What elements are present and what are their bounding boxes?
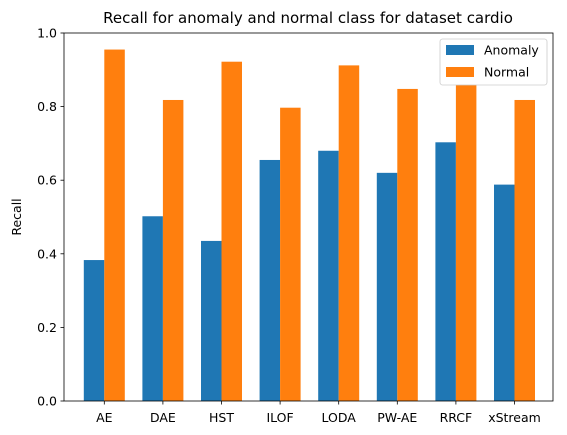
bar-anomaly-hst <box>201 240 222 401</box>
x-tick-label: RRCF <box>440 410 473 425</box>
bar-normal-xstream <box>514 99 535 401</box>
y-tick-label: 0.2 <box>37 320 57 335</box>
bar-normal-pw-ae <box>397 88 418 401</box>
x-tick-label: HST <box>209 410 234 425</box>
bar-anomaly-dae <box>142 216 163 401</box>
bar-anomaly-ae <box>83 260 105 401</box>
bar-normal-rrcf <box>455 84 477 402</box>
y-tick-label: 0.6 <box>37 173 57 188</box>
y-tick-label: 1.0 <box>37 26 57 41</box>
x-tick-label: ILOF <box>266 410 293 425</box>
y-tick-label: 0.0 <box>37 394 57 409</box>
x-tick-label: PW-AE <box>377 410 417 425</box>
legend-label-normal: Normal <box>484 65 529 80</box>
x-tick-label: DAE <box>150 410 176 425</box>
legend: Anomaly Normal <box>439 38 548 86</box>
bar-normal-loda <box>338 65 360 401</box>
bar-normal-ae <box>104 49 125 402</box>
plot-area: 0.0 0.2 0.4 0.6 0.8 1.0 AE DAE HST ILOF LODA PW-AE R… <box>37 26 554 425</box>
y-tick-label: 0.4 <box>37 246 57 261</box>
y-tick-label: 0.8 <box>37 99 57 114</box>
bar-anomaly-xstream <box>494 184 515 401</box>
legend-swatch-anomaly <box>446 45 474 55</box>
bar-anomaly-pw-ae <box>376 172 398 401</box>
bar-anomaly-rrcf <box>435 142 456 401</box>
legend-swatch-normal <box>446 67 474 77</box>
bar-normal-hst <box>221 61 242 401</box>
bar-normal-dae <box>162 99 184 401</box>
bar-anomaly-ilof <box>259 159 281 401</box>
x-tick-label: LODA <box>322 410 357 425</box>
y-axis-label: Recall <box>9 198 24 235</box>
x-tick-label: AE <box>96 410 113 425</box>
axes-frame <box>63 32 554 402</box>
x-tick-label: xStream <box>488 410 541 425</box>
legend-label-anomaly: Anomaly <box>484 43 539 58</box>
chart-title: Recall for anomaly and normal class for … <box>103 9 513 27</box>
bar-anomaly-loda <box>318 150 339 401</box>
bar-normal-ilof <box>280 107 301 401</box>
